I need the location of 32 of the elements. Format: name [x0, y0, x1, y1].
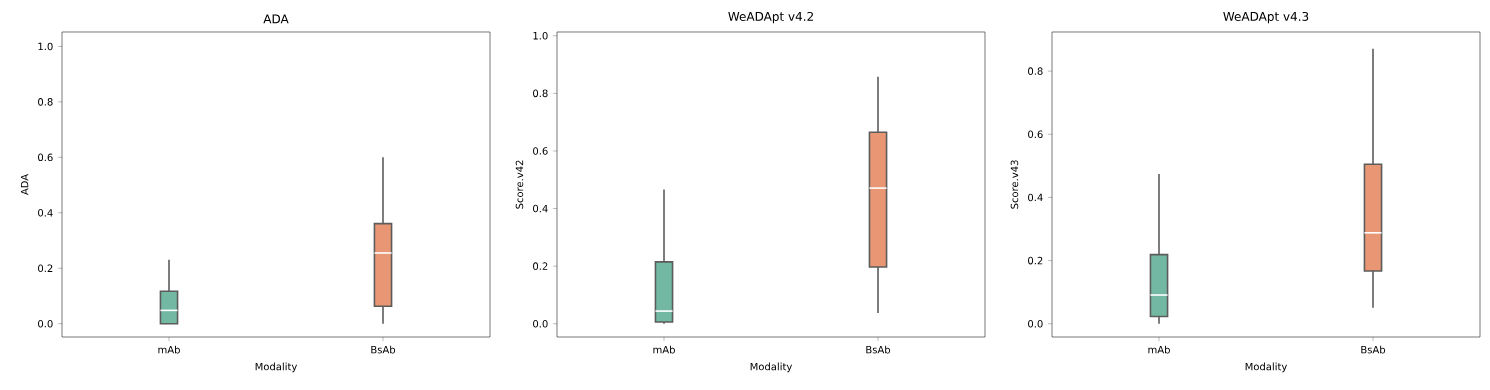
x-tick-label: BsAb — [371, 345, 396, 354]
x-tick-label: BsAb — [1361, 345, 1386, 354]
y-tick-label: 0.2 — [533, 262, 548, 270]
y-tick-label: 0.8 — [38, 98, 53, 106]
chart-title: ADA — [263, 14, 289, 24]
x-axis-title: Modality — [750, 362, 793, 373]
chart-title: WeADApt v4.2 — [728, 11, 813, 24]
y-tick-label: 0.6 — [533, 147, 548, 155]
y-tick-label: 0.4 — [533, 204, 548, 213]
y-tick-label: 0.0 — [38, 319, 53, 328]
y-tick-label: 0.0 — [533, 319, 548, 328]
chart-title: WeADApt v4.3 — [1223, 11, 1309, 24]
y-tick-label: 0.0 — [1028, 319, 1043, 328]
y-tick-label: 0.2 — [1028, 256, 1043, 265]
y-tick-label: 0.6 — [1028, 130, 1043, 139]
y-tick-label: 0.6 — [38, 153, 53, 162]
y-axis-title: Score.v43 — [1010, 160, 1019, 209]
x-axis-title: Modality — [255, 362, 298, 373]
y-tick-label: 1.0 — [533, 31, 548, 40]
y-tick-label: 0.4 — [38, 209, 53, 217]
y-tick-label: 0.4 — [1028, 193, 1043, 202]
y-tick-label: 0.8 — [533, 89, 548, 98]
y-axis-title: ADA — [20, 173, 29, 196]
y-tick-label: 0.2 — [38, 264, 53, 273]
y-tick-label: 0.8 — [1028, 67, 1043, 75]
x-tick-label: BsAb — [866, 345, 891, 354]
x-tick-label: mAb — [653, 345, 675, 354]
x-tick-label: mAb — [1148, 345, 1170, 354]
y-tick-label: 1.0 — [38, 42, 53, 51]
y-axis-title: Score.v42 — [515, 160, 524, 209]
x-tick-label: mAb — [158, 345, 180, 354]
x-axis-title: Modality — [1245, 362, 1288, 373]
